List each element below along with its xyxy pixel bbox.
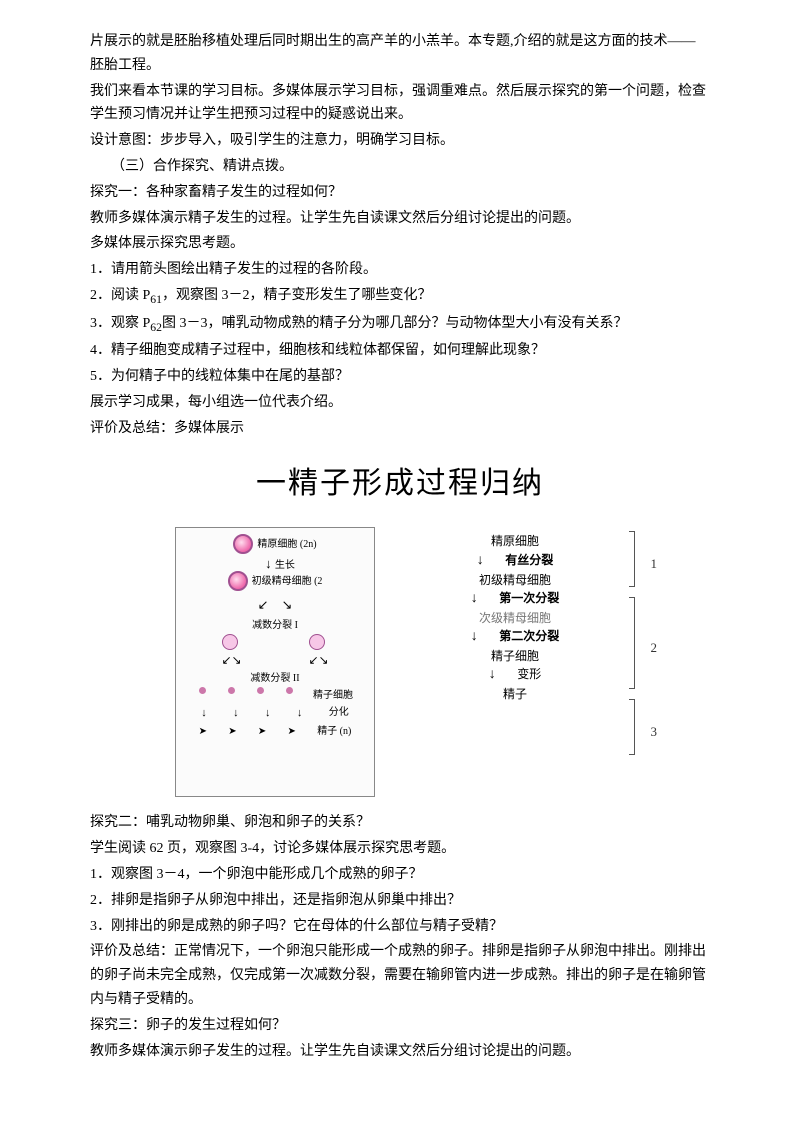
left-grow: 生长: [275, 560, 295, 571]
tan2-q3: 3．刚排出的卵是成熟的卵子吗？它在母体的什么部位与精子受精？: [90, 915, 710, 939]
right-a1: 有丝分裂: [505, 553, 553, 567]
tan1-q5: 5．为何精子中的线粒体集中在尾的基部？: [90, 365, 710, 389]
split-arrows-icon: ↙↘↙↘: [180, 650, 370, 670]
brace-num-2: 2: [651, 637, 658, 659]
cell-sm-icon: [257, 687, 264, 694]
right-r3: 次级精母细胞: [405, 608, 625, 628]
cell-icon: [228, 571, 248, 591]
arrow-down-icon: ↓ 有丝分裂: [405, 553, 625, 570]
brace-icon: [629, 597, 635, 689]
q3-sub: 62: [150, 320, 162, 333]
tan2-q2: 2．排卵是指卵子从卵泡中排出，还是指卵泡从卵巢中排出？: [90, 889, 710, 913]
q2-sub: 61: [150, 293, 162, 306]
diagram-title: 一精子形成过程归纳: [90, 458, 710, 509]
right-r1: 精原细胞: [405, 531, 625, 551]
right-r4: 精子细胞: [405, 646, 625, 666]
tan1-q3: 3．观察 P62图 3－3，哺乳动物成熟的精子分为哪几部分？与动物体型大小有没有…: [90, 312, 710, 338]
q3-a: 3．观察 P: [90, 316, 150, 331]
arrow-row-icon: ↓↓↓↓ 分化: [180, 704, 370, 723]
q3-b: 图 3－3，哺乳动物成熟的精子分为哪几部分？与动物体型大小有没有关系？: [162, 316, 628, 331]
brace-num-3: 3: [651, 721, 658, 743]
sperm-icon: ➤: [228, 723, 236, 740]
arrow-down-icon: ↓ 生长: [190, 557, 370, 571]
tan2-p1: 学生阅读 62 页，观察图 3-4，讨论多媒体展示探究思考题。: [90, 837, 710, 861]
right-a2: 第一次分裂: [499, 591, 559, 605]
right-a3: 第二次分裂: [499, 629, 559, 643]
tan1-p2: 多媒体展示探究思考题。: [90, 232, 710, 256]
tan3-p1: 教师多媒体演示卵子发生的过程。让学生先自读课文然后分组讨论提出的问题。: [90, 1040, 710, 1064]
cell-icon: [309, 634, 325, 650]
sperm-row: ➤ ➤ ➤ ➤ 精子 (n): [180, 723, 370, 740]
tan2-title: 探究二：哺乳动物卵巢、卵泡和卵子的关系？: [90, 811, 710, 835]
split-arrows-icon: ↙ ↘: [180, 594, 370, 616]
left-c1: 精原细胞 (2n): [257, 536, 316, 553]
q2-a: 2．阅读 P: [90, 288, 150, 303]
arrow-down-icon: ↓ 变形: [405, 667, 625, 684]
arrow-down-icon: ↓ 第一次分裂: [405, 591, 625, 608]
intro-p1: 片展示的就是胚胎移植处理后同时期出生的高产羊的小羔羊。本专题,介绍的就是这方面的…: [90, 30, 710, 78]
section-3-title: （三）合作探究、精讲点拨。: [90, 155, 710, 179]
right-a4: 变形: [517, 667, 541, 681]
tan1-q1: 1．请用箭头图绘出精子发生的过程的各阶段。: [90, 258, 710, 282]
intro-p3: 设计意图：步步导入，吸引学生的注意力，明确学习目标。: [90, 129, 710, 153]
sperm-icon: ➤: [258, 723, 266, 740]
cell-icon: [233, 534, 253, 554]
diagram-wrap: 精原细胞 (2n) ↓ 生长 初级精母细胞 (2 ↙ ↘ 减数分裂 I ↙↘↙↘…: [90, 527, 710, 797]
left-m1: 减数分裂 I: [180, 617, 370, 634]
left-c4: 精子 (n): [317, 723, 351, 740]
sperm-cells-row: 精子细胞: [180, 687, 370, 704]
sperm-icon: ➤: [199, 723, 207, 740]
right-r5: 精子: [405, 684, 625, 704]
cell-sm-icon: [199, 687, 206, 694]
right-r2: 初级精母细胞: [405, 570, 625, 590]
brace-num-1: 1: [651, 553, 658, 575]
diagram-left-box: 精原细胞 (2n) ↓ 生长 初级精母细胞 (2 ↙ ↘ 减数分裂 I ↙↘↙↘…: [175, 527, 375, 797]
tan2-q1: 1．观察图 3－4，一个卵泡中能形成几个成熟的卵子？: [90, 863, 710, 887]
diagram-right-flow: 精原细胞 ↓ 有丝分裂 初级精母细胞 ↓ 第一次分裂 次级精母细胞 ↓ 第二次分…: [405, 527, 625, 797]
left-diff: 分化: [329, 704, 349, 723]
tan1-show: 展示学习成果，每小组选一位代表介绍。: [90, 391, 710, 415]
cell-icon: [222, 634, 238, 650]
tan1-q2: 2．阅读 P61，观察图 3－2，精子变形发生了哪些变化？: [90, 284, 710, 310]
left-m2: 减数分裂 II: [180, 670, 370, 687]
sperm-icon: ➤: [288, 723, 296, 740]
tan3-title: 探究三：卵子的发生过程如何？: [90, 1014, 710, 1038]
tan1-q4: 4．精子细胞变成精子过程中，细胞核和线粒体都保留，如何理解此现象？: [90, 339, 710, 363]
tan1-eval: 评价及总结：多媒体展示: [90, 417, 710, 441]
brace-icon: [629, 531, 635, 587]
tan1-title: 探究一：各种家畜精子发生的过程如何？: [90, 181, 710, 205]
tan1-p1: 教师多媒体演示精子发生的过程。让学生先自读课文然后分组讨论提出的问题。: [90, 207, 710, 231]
brace-column: 1 2 3: [613, 527, 643, 797]
intro-p2: 我们来看本节课的学习目标。多媒体展示学习目标，强调重难点。然后展示探究的第一个问…: [90, 80, 710, 128]
cell-sm-icon: [228, 687, 235, 694]
split-row: [180, 634, 370, 650]
brace-icon: [629, 699, 635, 755]
arrow-down-icon: ↓ 第二次分裂: [405, 629, 625, 646]
left-c3: 精子细胞: [313, 687, 353, 704]
tan2-eval: 评价及总结：正常情况下，一个卵泡只能形成一个成熟的卵子。排卵是指卵子从卵泡中排出…: [90, 940, 710, 1011]
cell-sm-icon: [286, 687, 293, 694]
left-c2: 初级精母细胞 (2: [252, 573, 323, 590]
q2-b: ，观察图 3－2，精子变形发生了哪些变化？: [162, 288, 432, 303]
